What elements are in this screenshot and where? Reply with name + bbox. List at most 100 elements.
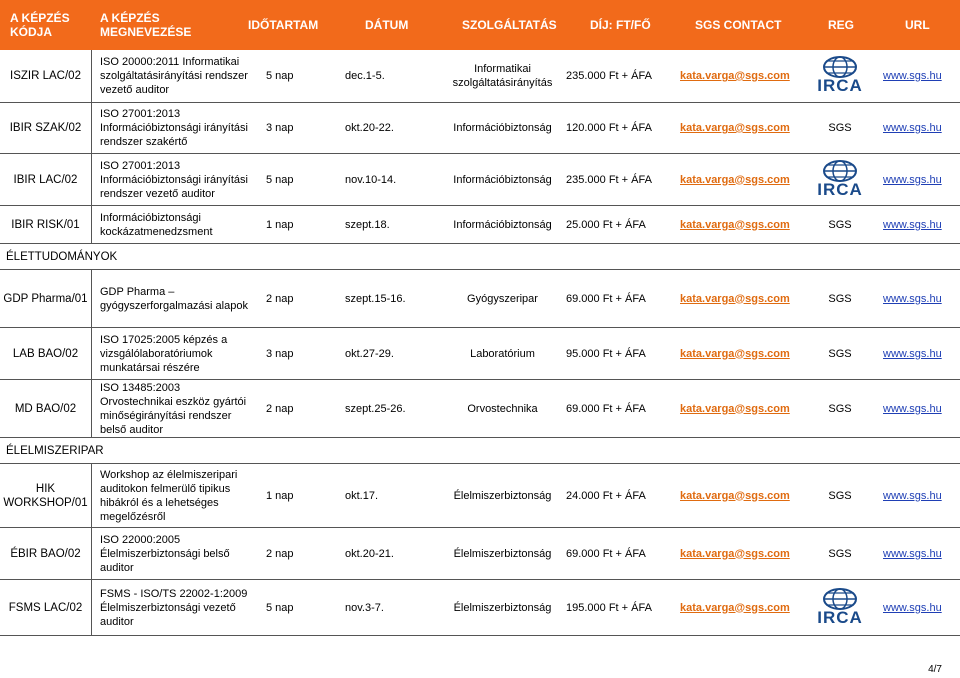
section-heading: ÉLETTUDOMÁNYOK xyxy=(0,244,960,270)
url-link[interactable]: www.sgs.hu xyxy=(883,122,942,134)
course-code: HIK WORKSHOP/01 xyxy=(0,464,92,527)
reg-label: SGS xyxy=(828,547,852,560)
course-code: GDP Pharma/01 xyxy=(0,270,92,327)
course-duration: 5 nap xyxy=(266,70,294,82)
course-service: Élelmiszerbiztonság xyxy=(453,547,552,560)
contact-email-link[interactable]: kata.varga@sgs.com xyxy=(680,601,790,614)
table-header: A KÉPZÉS KÓDJA A KÉPZÉS MEGNEVEZÉSE IDŐT… xyxy=(0,0,960,50)
course-name: ISO 20000:2011 Informatikai szolgáltatás… xyxy=(100,56,248,96)
contact-email-link[interactable]: kata.varga@sgs.com xyxy=(680,173,790,186)
table-row: LAB BAO/02 ISO 17025:2005 képzés a vizsgá… xyxy=(0,328,960,380)
course-name: ISO 22000:2005 Élelmiszerbiztonsági bels… xyxy=(100,533,230,574)
header-service: SZOLGÁLTATÁS xyxy=(462,18,557,32)
course-name: GDP Pharma – gyógyszerforgalmazási alapo… xyxy=(100,285,248,312)
url-link[interactable]: www.sgs.hu xyxy=(883,402,942,415)
contact-email-link[interactable]: kata.varga@sgs.com xyxy=(680,489,790,502)
course-fee: 195.000 Ft + ÁFA xyxy=(566,601,652,614)
course-fee: 95.000 Ft + ÁFA xyxy=(566,347,646,360)
url-link[interactable]: www.sgs.hu xyxy=(883,218,942,231)
course-duration: 2 nap xyxy=(266,547,294,560)
course-name: ISO 27001:2013 Információbiztonsági irán… xyxy=(100,159,248,200)
course-duration: 3 nap xyxy=(266,122,294,134)
table-row: FSMS LAC/02 FSMS - ISO/TS 22002-1:2009 Él… xyxy=(0,580,960,636)
page-number: 4/7 xyxy=(928,664,942,675)
course-code: FSMS LAC/02 xyxy=(0,580,92,635)
reg-label: SGS xyxy=(828,122,852,134)
course-name: ISO 27001:2013 Információbiztonsági irán… xyxy=(100,108,248,148)
course-duration: 2 nap xyxy=(266,292,294,305)
course-code: LAB BAO/02 xyxy=(0,328,92,379)
table-row: IBIR SZAK/02 ISO 27001:2013 Információbiz… xyxy=(0,103,960,154)
contact-email-link[interactable]: kata.varga@sgs.com xyxy=(680,70,790,82)
course-date: okt.20-21. xyxy=(345,547,394,560)
reg-logo: IRCA xyxy=(800,154,880,205)
header-date: DÁTUM xyxy=(365,18,409,32)
course-service: Információbiztonság xyxy=(453,122,552,134)
reg-label: SGS xyxy=(828,218,852,231)
course-name: ISO 17025:2005 képzés a vizsgálólaborató… xyxy=(100,333,228,374)
table-row: HIK WORKSHOP/01 Workshop az élelmiszeripa… xyxy=(0,464,960,528)
section-heading: ÉLELMISZERIPAR xyxy=(0,438,960,464)
course-code: ISZIR LAC/02 xyxy=(0,50,92,102)
course-name: Workshop az élelmiszeripari auditokon fe… xyxy=(100,468,238,523)
irca-logo-icon: IRCA xyxy=(810,587,870,628)
course-duration: 2 nap xyxy=(266,402,294,415)
contact-email-link[interactable]: kata.varga@sgs.com xyxy=(680,218,790,231)
contact-email-link[interactable]: kata.varga@sgs.com xyxy=(680,547,790,560)
course-date: nov.3-7. xyxy=(345,601,384,614)
course-code: IBIR SZAK/02 xyxy=(0,103,92,153)
header-code: A KÉPZÉS KÓDJA xyxy=(10,11,70,39)
header-reg: REG xyxy=(828,18,855,32)
course-date: okt.20-22. xyxy=(345,122,394,134)
course-fee: 69.000 Ft + ÁFA xyxy=(566,402,646,415)
course-service: Laboratórium xyxy=(470,347,535,360)
course-fee: 235.000 Ft + ÁFA xyxy=(566,173,652,186)
course-fee: 120.000 Ft + ÁFA xyxy=(566,122,652,134)
irca-logo-icon: IRCA xyxy=(810,56,870,96)
course-service: Gyógyszeripar xyxy=(467,292,538,305)
reg-label: SGS xyxy=(828,292,852,305)
course-code: MD BAO/02 xyxy=(0,380,92,437)
course-date: okt.27-29. xyxy=(345,347,394,360)
course-name: Információbiztonsági kockázatmenedzsment xyxy=(100,211,213,238)
course-duration: 3 nap xyxy=(266,347,294,360)
reg-label: SGS xyxy=(828,347,852,360)
course-date: szept.18. xyxy=(345,218,390,231)
course-fee: 69.000 Ft + ÁFA xyxy=(566,547,646,560)
header-name: A KÉPZÉS MEGNEVEZÉSE xyxy=(100,11,192,39)
reg-label: SGS xyxy=(828,402,852,415)
course-date: nov.10-14. xyxy=(345,173,397,186)
course-date: szept.15-16. xyxy=(345,292,406,305)
contact-email-link[interactable]: kata.varga@sgs.com xyxy=(680,122,790,134)
header-url: URL xyxy=(905,18,930,32)
url-link[interactable]: www.sgs.hu xyxy=(883,489,942,502)
contact-email-link[interactable]: kata.varga@sgs.com xyxy=(680,292,790,305)
url-link[interactable]: www.sgs.hu xyxy=(883,292,942,305)
url-link[interactable]: www.sgs.hu xyxy=(883,347,942,360)
table-row: IBIR LAC/02 ISO 27001:2013 Információbizt… xyxy=(0,154,960,206)
header-duration: IDŐTARTAM xyxy=(248,18,319,32)
course-duration: 5 nap xyxy=(266,601,294,614)
course-date: szept.25-26. xyxy=(345,402,406,415)
course-fee: 235.000 Ft + ÁFA xyxy=(566,70,652,82)
contact-email-link[interactable]: kata.varga@sgs.com xyxy=(680,402,790,415)
table-row: ISZIR LAC/02 ISO 20000:2011 Informatikai … xyxy=(0,50,960,103)
course-fee: 69.000 Ft + ÁFA xyxy=(566,292,646,305)
table-row: GDP Pharma/01 GDP Pharma – gyógyszerforga… xyxy=(0,270,960,328)
course-code: ÉBIR BAO/02 xyxy=(0,528,92,579)
url-link[interactable]: www.sgs.hu xyxy=(883,173,942,186)
url-link[interactable]: www.sgs.hu xyxy=(883,601,942,614)
course-service: Élelmiszerbiztonság xyxy=(453,601,552,614)
course-service: Információbiztonság xyxy=(453,173,552,186)
url-link[interactable]: www.sgs.hu xyxy=(883,547,942,560)
contact-email-link[interactable]: kata.varga@sgs.com xyxy=(680,347,790,360)
course-fee: 25.000 Ft + ÁFA xyxy=(566,218,646,231)
course-date: dec.1-5. xyxy=(345,70,385,82)
course-code: IBIR LAC/02 xyxy=(0,154,92,205)
table-row: IBIR RISK/01 Információbiztonsági kockáza… xyxy=(0,206,960,244)
section-label: ÉLELMISZERIPAR xyxy=(6,444,104,457)
reg-label: SGS xyxy=(828,489,852,502)
url-link[interactable]: www.sgs.hu xyxy=(883,70,942,82)
course-duration: 5 nap xyxy=(266,173,294,186)
table-row: ÉBIR BAO/02 ISO 22000:2005 Élelmiszerbizt… xyxy=(0,528,960,580)
